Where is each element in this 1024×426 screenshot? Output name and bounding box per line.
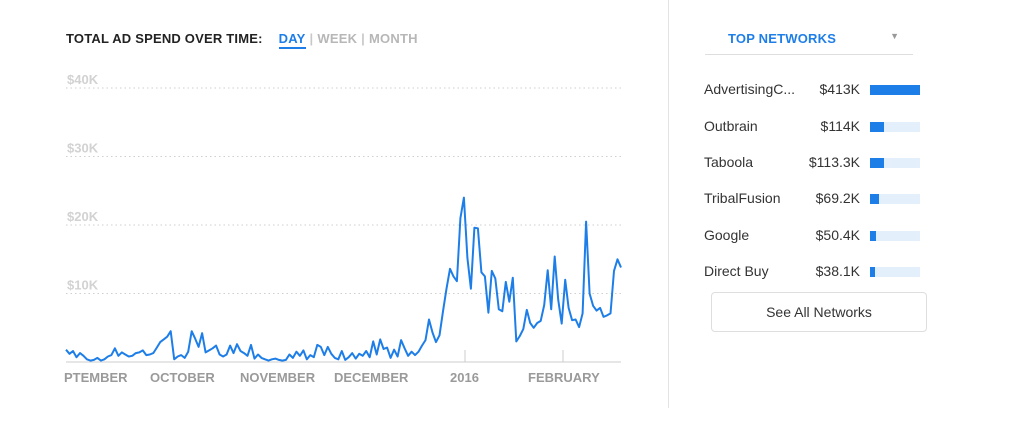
see-all-networks-button[interactable]: See All Networks <box>711 292 927 332</box>
network-row: Direct Buy $38.1K <box>704 263 934 283</box>
y-tick-label: $40K <box>67 72 99 87</box>
ad-spend-series-line <box>65 196 622 362</box>
chart-header: TOTAL AD SPEND OVER TIME: DAY | WEEK | M… <box>66 31 418 49</box>
x-tick-label: DECEMBER <box>334 370 409 385</box>
network-value: $50.4K <box>815 227 860 243</box>
x-tick-label: FEBRUARY <box>528 370 600 385</box>
tab-separator: | <box>309 31 314 46</box>
network-bar-track <box>870 158 920 168</box>
x-tick-label: 2016 <box>450 370 479 385</box>
network-bar-track <box>870 85 920 95</box>
network-bar-track <box>870 267 920 277</box>
chart-title: TOTAL AD SPEND OVER TIME: <box>66 31 263 46</box>
network-name: AdvertisingC... <box>704 81 796 97</box>
network-bar-fill <box>870 158 884 168</box>
network-name: Outbrain <box>704 118 758 134</box>
y-tick-label: $20K <box>67 209 99 224</box>
network-bar-fill <box>870 85 920 95</box>
x-tick-label: NOVEMBER <box>240 370 316 385</box>
tab-day[interactable]: DAY <box>278 31 306 49</box>
tab-separator: | <box>361 31 366 46</box>
tab-week[interactable]: WEEK <box>317 31 358 46</box>
x-tick-label: PTEMBER <box>64 370 128 385</box>
y-tick-label: $30K <box>67 141 99 156</box>
network-name: TribalFusion <box>704 190 781 206</box>
x-tick-label: OCTOBER <box>150 370 215 385</box>
network-bar-fill <box>870 194 879 204</box>
network-value: $113.3K <box>808 154 860 170</box>
network-bar-track <box>870 122 920 132</box>
network-value: $38.1K <box>815 263 860 279</box>
network-row: AdvertisingC... $413K <box>704 81 934 101</box>
network-row: Google $50.4K <box>704 227 934 247</box>
y-tick-label: $10K <box>67 278 99 293</box>
network-row: Outbrain $114K <box>704 118 934 138</box>
network-row: Taboola $113.3K <box>704 154 934 174</box>
network-name: Google <box>704 227 750 243</box>
tab-month[interactable]: MONTH <box>369 31 418 46</box>
panel-divider <box>668 0 669 408</box>
network-value: $413K <box>819 81 860 97</box>
network-row: TribalFusion $69.2K <box>704 190 934 210</box>
chevron-down-icon: ▼ <box>890 31 899 41</box>
top-networks-panel: TOP NETWORKS ▼ AdvertisingC... $413K Outbr… <box>669 0 1024 426</box>
network-value: $69.2K <box>815 190 860 206</box>
ad-spend-chart-panel: TOTAL AD SPEND OVER TIME: DAY | WEEK | M… <box>64 31 622 385</box>
network-bar-track <box>870 231 920 241</box>
network-bar-track <box>870 194 920 204</box>
line-chart: $40K $30K $20K $10K PTEMBER OCTOBER NOVEMBER DE… <box>64 72 622 385</box>
network-name: Direct Buy <box>704 263 769 279</box>
top-networks-dropdown[interactable]: TOP NETWORKS ▼ <box>705 22 913 55</box>
network-bar-fill <box>870 267 875 277</box>
network-bar-fill <box>870 122 884 132</box>
network-name: Taboola <box>704 154 754 170</box>
network-value: $114K <box>820 118 860 134</box>
network-bar-fill <box>870 231 876 241</box>
dropdown-label: TOP NETWORKS <box>728 31 837 46</box>
